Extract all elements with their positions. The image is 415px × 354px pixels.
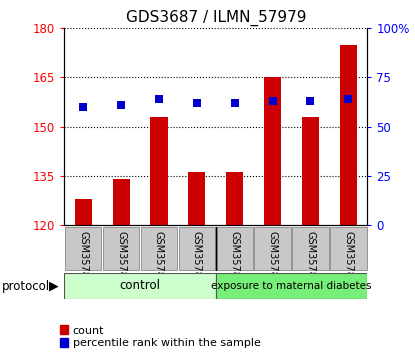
Point xyxy=(232,100,238,106)
Bar xyxy=(103,227,139,270)
Text: GSM357830: GSM357830 xyxy=(154,231,164,290)
Point xyxy=(80,104,87,110)
Bar xyxy=(292,227,329,270)
Bar xyxy=(112,179,129,225)
Bar xyxy=(188,172,205,225)
Bar xyxy=(75,199,92,225)
Bar xyxy=(217,227,253,270)
Point xyxy=(269,98,276,104)
Bar xyxy=(340,45,357,225)
Bar xyxy=(254,227,291,270)
Text: GSM357832: GSM357832 xyxy=(230,231,240,290)
Point xyxy=(345,96,352,102)
Text: ▶: ▶ xyxy=(49,280,59,292)
Text: GSM357835: GSM357835 xyxy=(343,231,353,290)
Bar xyxy=(65,227,101,270)
Point xyxy=(193,100,200,106)
Bar xyxy=(302,117,319,225)
Bar xyxy=(264,78,281,225)
Point xyxy=(118,102,124,108)
Bar xyxy=(64,273,216,299)
Text: protocol: protocol xyxy=(2,280,50,292)
Bar xyxy=(226,172,243,225)
Text: control: control xyxy=(120,279,161,292)
Text: GSM357828: GSM357828 xyxy=(78,231,88,290)
Bar xyxy=(151,117,168,225)
Title: GDS3687 / ILMN_57979: GDS3687 / ILMN_57979 xyxy=(126,9,306,25)
Bar xyxy=(141,227,177,270)
Text: GSM357831: GSM357831 xyxy=(192,231,202,290)
Text: exposure to maternal diabetes: exposure to maternal diabetes xyxy=(211,281,372,291)
Legend: count, percentile rank within the sample: count, percentile rank within the sample xyxy=(59,325,261,348)
Bar xyxy=(179,227,215,270)
Text: GSM357833: GSM357833 xyxy=(268,231,278,290)
Bar xyxy=(330,227,366,270)
Point xyxy=(156,96,162,102)
Bar xyxy=(216,273,367,299)
Text: GSM357834: GSM357834 xyxy=(305,231,315,290)
Point xyxy=(307,98,314,104)
Text: GSM357829: GSM357829 xyxy=(116,231,126,290)
